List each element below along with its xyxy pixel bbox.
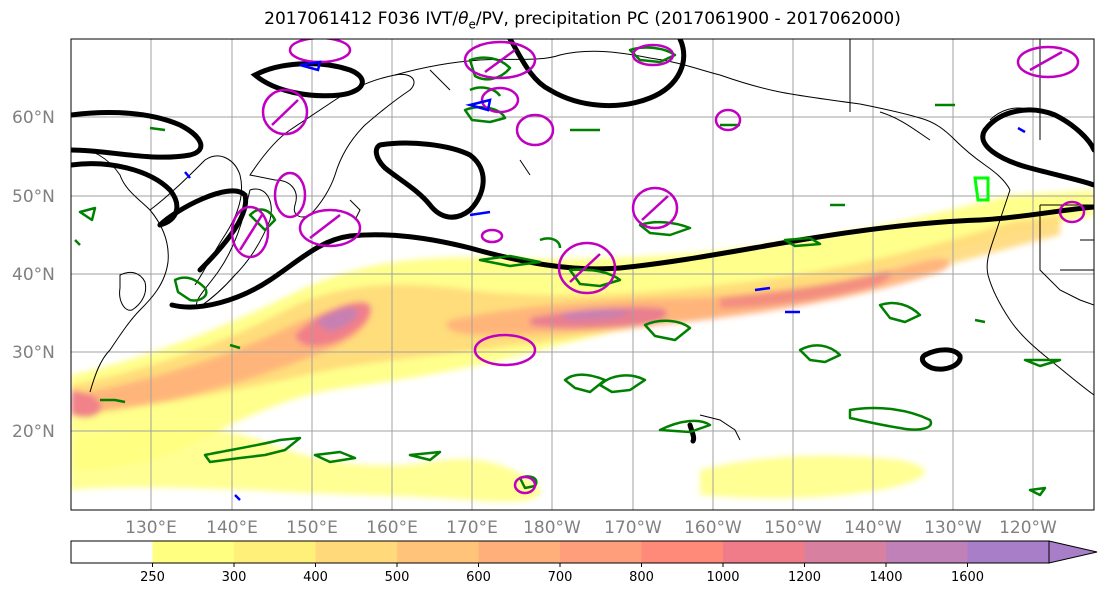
map-content	[71, 39, 1094, 510]
lon-label: 160°E	[366, 518, 418, 538]
colorbar-extend-arrow	[1048, 540, 1098, 564]
colorbar-segment	[967, 541, 1050, 563]
lon-label: 150°E	[286, 518, 338, 538]
lon-label: 170°W	[604, 518, 662, 538]
colorbar-label: 1400	[869, 570, 902, 585]
highlight-contour	[973, 176, 990, 202]
colorbar-segment	[560, 541, 643, 563]
lon-label: 170°E	[446, 518, 498, 538]
colorbar-segment	[397, 541, 480, 563]
colorbar-label: 250	[140, 570, 165, 585]
lat-label: 40°N	[12, 265, 55, 285]
longitude-labels: 130°E 140°E 150°E 160°E 170°E 180°W 170°…	[125, 518, 1057, 538]
lon-label: 130°W	[924, 518, 982, 538]
lat-label: 50°N	[12, 187, 55, 207]
colorbar-label: 500	[385, 570, 410, 585]
colorbar-label: 300	[222, 570, 247, 585]
colorbar-segment	[315, 541, 398, 563]
colorbar-segment	[478, 541, 561, 563]
latitude-labels: 60°N 50°N 40°N 30°N 20°N	[12, 108, 55, 442]
colorbar-label: 1000	[706, 570, 739, 585]
title-suffix: /PV, precipitation PC (2017061900 - 2017…	[475, 9, 901, 29]
map-frame	[70, 38, 1095, 511]
colorbar-segment	[723, 541, 806, 563]
lat-label: 60°N	[12, 108, 55, 128]
lon-label: 120°W	[999, 518, 1057, 538]
colorbar-segment	[234, 541, 317, 563]
lon-label: 160°W	[684, 518, 742, 538]
colorbar-label: 600	[466, 570, 491, 585]
colorbar-label: 1600	[951, 570, 984, 585]
title-prefix: 2017061412 F036 IVT/	[264, 9, 459, 29]
colorbar-segment	[71, 541, 154, 563]
colorbar-segment	[804, 541, 887, 563]
lon-label: 140°W	[844, 518, 902, 538]
colorbar-label: 1200	[788, 570, 821, 585]
colorbar-label: 800	[629, 570, 654, 585]
lat-label: 30°N	[12, 343, 55, 363]
lat-label: 20°N	[12, 422, 55, 442]
colorbar-segment	[641, 541, 724, 563]
colorbar-segment	[886, 541, 969, 563]
lon-label: 130°E	[125, 518, 177, 538]
theta-e-contours	[74, 46, 1062, 497]
lon-label: 180°W	[523, 518, 581, 538]
colorbar-label: 700	[548, 570, 573, 585]
blue-contours	[184, 60, 1026, 501]
ivt-shading	[71, 190, 1094, 502]
colorbar: 250 300 400 500 600 700 800 1000 1200 1400 1600	[70, 540, 1098, 585]
lon-label: 150°W	[764, 518, 822, 538]
colorbar-segment	[152, 541, 235, 563]
figure-title: 2017061412 F036 IVT/θe/PV, precipitation…	[0, 9, 1105, 31]
lon-label: 140°E	[206, 518, 258, 538]
title-theta: θ	[458, 9, 469, 29]
pv-contours	[230, 39, 1086, 495]
title-theta-subscript: e	[468, 17, 476, 32]
colorbar-label: 400	[303, 570, 328, 585]
